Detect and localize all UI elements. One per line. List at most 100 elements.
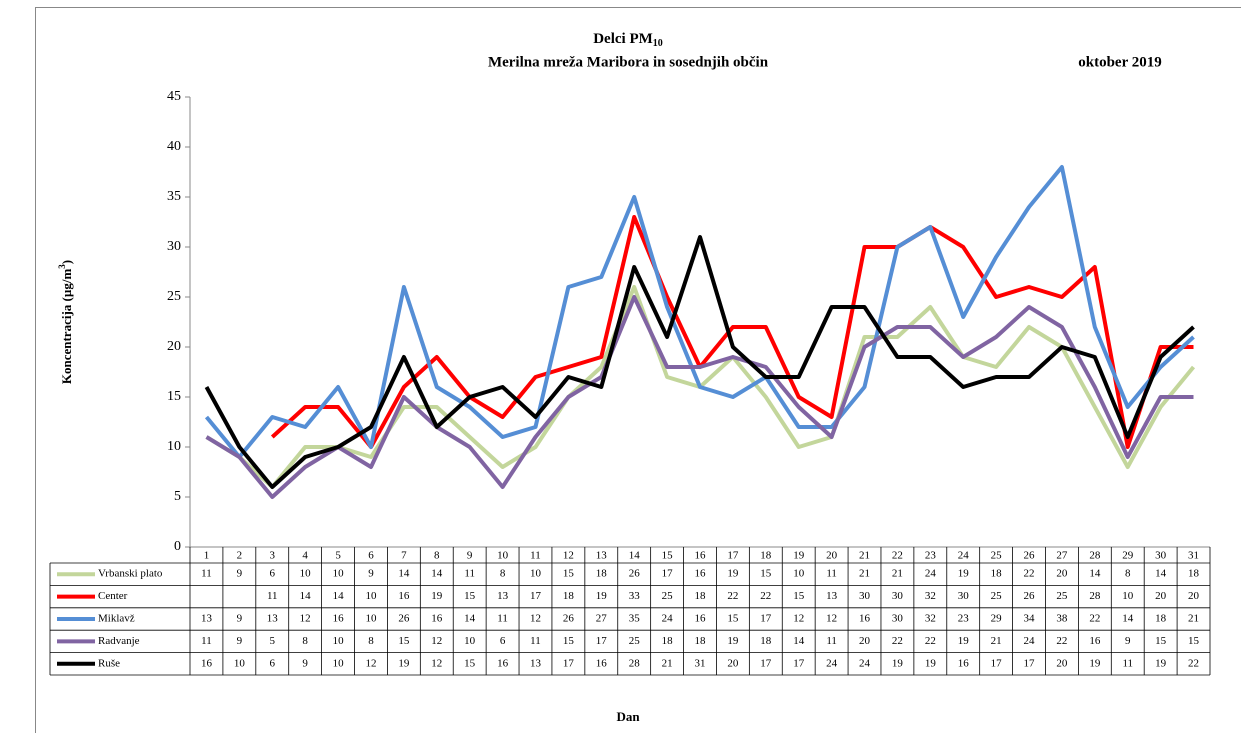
table-value: 14 (300, 590, 312, 602)
table-value: 5 (270, 635, 276, 647)
y-tick-label: 25 (167, 289, 181, 304)
table-value: 20 (1056, 568, 1068, 580)
table-value: 16 (201, 657, 213, 669)
y-tick-label: 0 (174, 539, 181, 554)
table-value: 8 (500, 568, 506, 580)
x-tick-label: 31 (1188, 550, 1199, 562)
table-value: 9 (302, 657, 308, 669)
table-value: 19 (1089, 657, 1101, 669)
table-value: 24 (662, 613, 674, 625)
table-value: 11 (267, 590, 278, 602)
table-value: 20 (1056, 657, 1068, 669)
table-value: 19 (958, 635, 970, 647)
table-value: 25 (991, 590, 1003, 602)
x-tick-label: 1 (204, 550, 210, 562)
table-value: 18 (563, 590, 575, 602)
table-value: 25 (662, 590, 674, 602)
table-value: 14 (793, 635, 805, 647)
y-tick-label: 5 (174, 489, 181, 504)
table-value: 12 (431, 657, 442, 669)
x-tick-label: 5 (335, 550, 341, 562)
table-value: 10 (1122, 590, 1134, 602)
table-value: 16 (333, 613, 345, 625)
y-tick-label: 30 (167, 239, 181, 254)
table-value: 38 (1056, 613, 1068, 625)
table-value: 20 (727, 657, 739, 669)
table-value: 10 (234, 657, 246, 669)
table-value: 6 (270, 657, 276, 669)
table-value: 22 (760, 590, 771, 602)
x-tick-label: 4 (302, 550, 308, 562)
table-value: 14 (1122, 613, 1134, 625)
table-value: 13 (267, 613, 279, 625)
x-tick-label: 11 (530, 550, 541, 562)
table-value: 18 (695, 590, 707, 602)
table-value: 19 (398, 657, 410, 669)
legend-label: Ruše (98, 657, 120, 669)
x-tick-label: 12 (563, 550, 574, 562)
table-value: 8 (302, 635, 308, 647)
table-value: 11 (464, 568, 475, 580)
table-value: 25 (1056, 590, 1068, 602)
table-value: 17 (793, 657, 805, 669)
table-value: 15 (398, 635, 410, 647)
table-value: 15 (793, 590, 805, 602)
table-value: 14 (431, 568, 443, 580)
table-value: 24 (826, 657, 838, 669)
table-value: 10 (365, 613, 377, 625)
table-value: 16 (695, 568, 707, 580)
x-tick-label: 15 (662, 550, 674, 562)
table-value: 31 (695, 657, 706, 669)
table-value: 16 (1089, 635, 1101, 647)
y-tick-label: 35 (167, 189, 181, 204)
table-value: 11 (1122, 657, 1133, 669)
table-value: 15 (1155, 635, 1167, 647)
y-tick-label: 15 (167, 389, 181, 404)
table-value: 10 (333, 657, 345, 669)
x-tick-label: 2 (237, 550, 243, 562)
table-value: 10 (300, 568, 312, 580)
table-value: 22 (1089, 613, 1100, 625)
title-subscript: 10 (653, 38, 663, 49)
table-value: 22 (1188, 657, 1199, 669)
table-value: 14 (1155, 568, 1167, 580)
table-value: 35 (629, 613, 641, 625)
table-value: 16 (398, 590, 410, 602)
table-value: 17 (760, 613, 772, 625)
table-value: 19 (925, 657, 937, 669)
table-value: 32 (925, 613, 936, 625)
table-value: 33 (629, 590, 641, 602)
x-tick-label: 10 (497, 550, 509, 562)
table-value: 13 (201, 613, 213, 625)
table-value: 18 (1188, 568, 1200, 580)
table-value: 11 (201, 568, 212, 580)
y-axis-label: Koncentracija (µg/m3) (57, 260, 74, 384)
period: oktober 2019 (1078, 54, 1161, 70)
table-value: 20 (859, 635, 871, 647)
table-value: 14 (1089, 568, 1101, 580)
table-value: 22 (925, 635, 936, 647)
legend-label: Miklavž (98, 613, 135, 625)
x-tick-label: 9 (467, 550, 473, 562)
table-value: 29 (991, 613, 1003, 625)
title-text: Delci PM (593, 31, 653, 47)
y-tick-label: 10 (167, 439, 181, 454)
x-tick-label: 7 (401, 550, 407, 562)
table-value: 30 (958, 590, 970, 602)
table-value: 28 (629, 657, 641, 669)
table-value: 8 (1125, 568, 1131, 580)
table-value: 11 (497, 613, 508, 625)
x-axis-label: Dan (616, 709, 640, 724)
x-tick-label: 22 (892, 550, 903, 562)
table-value: 26 (563, 613, 575, 625)
table-value: 15 (760, 568, 772, 580)
table-value: 20 (1155, 590, 1167, 602)
table-value: 19 (892, 657, 904, 669)
subtitle: Merilna mreža Maribora in sosednjih obči… (488, 54, 769, 70)
table-value: 19 (727, 635, 739, 647)
table-value: 10 (333, 568, 345, 580)
table-value: 11 (201, 635, 212, 647)
table-value: 32 (925, 590, 936, 602)
table-value: 14 (333, 590, 345, 602)
